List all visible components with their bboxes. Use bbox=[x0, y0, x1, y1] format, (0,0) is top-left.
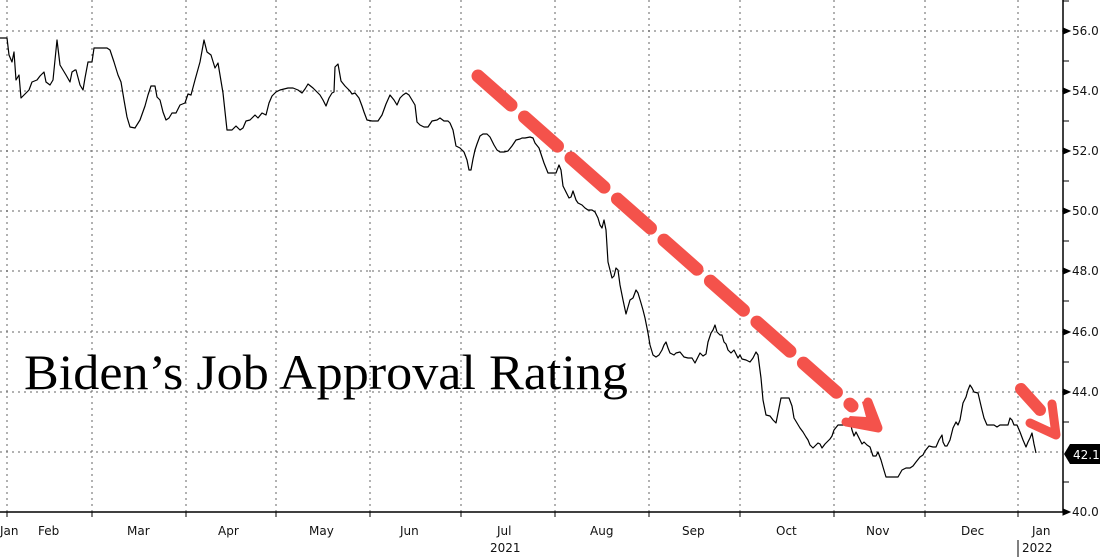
x-label-dec: Dec bbox=[961, 524, 984, 538]
x-axis-ticks bbox=[6, 512, 1019, 557]
x-label-apr: Apr bbox=[218, 524, 239, 538]
x-label-aug: Aug bbox=[590, 524, 613, 538]
y-label-40: 40.0 bbox=[1072, 505, 1099, 519]
x-label-jan: Jan bbox=[0, 524, 19, 538]
downtrend-arrow-main bbox=[471, 69, 883, 433]
x-label-jun: Jun bbox=[399, 524, 419, 538]
last-value-text: 42.1 bbox=[1073, 448, 1100, 462]
x-label-may: May bbox=[309, 524, 334, 538]
x-label-jul: Jul bbox=[496, 524, 511, 538]
y-label-52: 52.0 bbox=[1072, 144, 1099, 158]
x-axis-labels: Jan Feb Mar Apr May Jun Jul Aug Sep Oct … bbox=[0, 524, 1053, 555]
horizontal-gridlines bbox=[0, 30, 1063, 513]
x-label-year-2021: 2021 bbox=[490, 541, 521, 555]
x-label-feb: Feb bbox=[38, 524, 59, 538]
x-label-nov: Nov bbox=[866, 524, 889, 538]
last-value-badge: 42.1 bbox=[1064, 444, 1100, 464]
y-label-50: 50.0 bbox=[1072, 204, 1099, 218]
x-label-oct: Oct bbox=[776, 524, 797, 538]
y-label-56: 56.0 bbox=[1072, 24, 1099, 38]
y-axis-labels: 56.0 54.0 52.0 50.0 48.0 46.0 44.0 40.0 bbox=[1072, 24, 1099, 519]
approval-line bbox=[0, 37, 1037, 478]
vertical-gridlines bbox=[6, 0, 1019, 512]
y-label-48: 48.0 bbox=[1072, 264, 1099, 278]
x-label-jan-2022: Jan bbox=[1031, 524, 1051, 538]
y-label-44: 44.0 bbox=[1072, 385, 1099, 399]
y-label-46: 46.0 bbox=[1072, 325, 1099, 339]
x-label-year-2022: 2022 bbox=[1022, 541, 1053, 555]
chart-title: Biden’s Job Approval Rating bbox=[24, 344, 628, 400]
x-label-sep: Sep bbox=[682, 524, 705, 538]
y-label-54: 54.0 bbox=[1072, 84, 1099, 98]
downtrend-arrow-recent bbox=[1015, 383, 1061, 440]
x-label-mar: Mar bbox=[127, 524, 150, 538]
y-axis-ticks bbox=[1062, 0, 1072, 516]
